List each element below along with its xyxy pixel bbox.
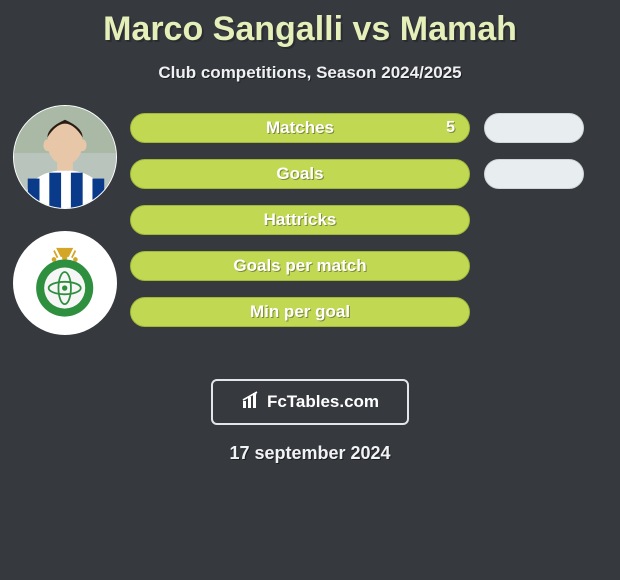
metric-row: Min per goal <box>130 289 612 335</box>
club-avatar <box>13 231 117 335</box>
metric-label: Goals <box>276 164 323 184</box>
brand-box[interactable]: FcTables.com <box>211 379 409 425</box>
metric-row: Hattricks <box>130 197 612 243</box>
metric-pill-right <box>484 113 584 143</box>
metric-rows: Matches 5 Goals Hattricks Goals per matc… <box>130 105 620 357</box>
metric-row: Goals <box>130 151 612 197</box>
avatar-column <box>0 105 130 357</box>
metric-label: Hattricks <box>264 210 337 230</box>
brand-label: FcTables.com <box>267 392 379 412</box>
metric-pill-left: Goals <box>130 159 470 189</box>
metric-pill-left: Hattricks <box>130 205 470 235</box>
metric-pill-left: Min per goal <box>130 297 470 327</box>
date-label: 17 september 2024 <box>0 443 620 464</box>
metric-label: Matches <box>266 118 334 138</box>
metric-pill-left: Matches 5 <box>130 113 470 143</box>
metric-row: Matches 5 <box>130 105 612 151</box>
metric-label: Min per goal <box>250 302 350 322</box>
metric-label: Goals per match <box>233 256 366 276</box>
metric-pill-right <box>484 159 584 189</box>
metric-left-value: 5 <box>446 119 455 137</box>
metric-row: Goals per match <box>130 243 612 289</box>
page-title: Marco Sangalli vs Mamah <box>0 0 620 49</box>
player-avatar <box>13 105 117 209</box>
bar-chart-icon <box>241 390 261 415</box>
subtitle: Club competitions, Season 2024/2025 <box>0 63 620 83</box>
comparison-area: Matches 5 Goals Hattricks Goals per matc… <box>0 105 620 357</box>
club-crest-icon <box>29 247 100 318</box>
metric-pill-left: Goals per match <box>130 251 470 281</box>
player-photo-icon <box>14 106 116 208</box>
